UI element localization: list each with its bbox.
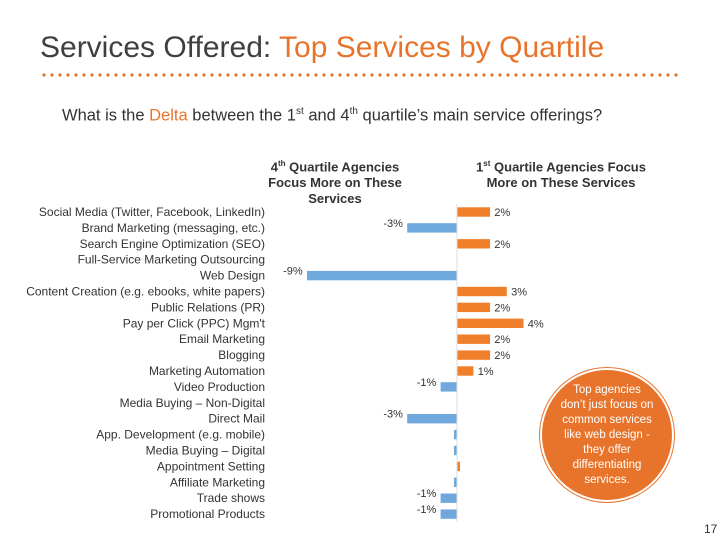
bar	[453, 445, 458, 456]
category-label: Promotional Products	[150, 507, 265, 521]
title-part-2: Top Services by Quartile	[279, 31, 605, 64]
data-label: 3%	[511, 287, 527, 299]
data-label: -1%	[417, 377, 437, 389]
right-header-num: 1	[476, 159, 484, 175]
bar	[456, 333, 491, 345]
right-header-text: Quartile Agencies Focus More on These Se…	[486, 159, 646, 191]
bar	[456, 349, 491, 361]
bar	[406, 413, 458, 425]
bar	[456, 365, 475, 377]
category-label: Video Production	[174, 380, 265, 394]
bar	[456, 317, 525, 329]
left-column-header: 4th Quartile Agencies Focus More on Thes…	[250, 156, 420, 207]
bar	[439, 381, 458, 393]
bar	[306, 270, 458, 281]
category-label: Pay per Click (PPC) Mgm't	[123, 316, 266, 330]
bar	[456, 461, 461, 472]
data-label: -1%	[417, 488, 437, 500]
category-label: Direct Mail	[208, 412, 265, 426]
title-part-1: Services Offered:	[40, 31, 272, 64]
left-header-text: Quartile Agencies Focus More on These Se…	[268, 159, 402, 207]
bar	[406, 222, 458, 234]
category-label: Media Buying – Non-Digital	[120, 396, 265, 410]
category-label: Media Buying – Digital	[146, 444, 265, 458]
category-label: Brand Marketing (messaging, etc.)	[82, 221, 265, 235]
data-label: 2%	[494, 334, 510, 346]
question-highlight: Delta	[149, 106, 188, 125]
data-label: 2%	[494, 302, 510, 314]
data-label: 1%	[478, 366, 494, 378]
dotted-divider	[40, 72, 680, 78]
question-sup1: st	[295, 106, 304, 117]
question-sup2: th	[349, 106, 358, 117]
bar	[456, 206, 491, 218]
data-label: -3%	[383, 218, 403, 230]
page-number: 17	[704, 522, 718, 536]
page-title: Services Offered: Top Services by Quarti…	[40, 30, 604, 66]
category-label: Social Media (Twitter, Facebook, LinkedI…	[39, 205, 265, 219]
category-label: Search Engine Optimization (SEO)	[80, 237, 265, 251]
right-column-header: 1st Quartile Agencies Focus More on Thes…	[466, 156, 656, 191]
category-label: Blogging	[218, 348, 265, 362]
question-after: quartile’s main service offerings?	[362, 106, 603, 125]
category-label: Web Design	[200, 269, 265, 283]
callout-circle: Top agencies don’t just focus on common …	[540, 368, 674, 502]
bar	[456, 238, 491, 250]
left-header-num: 4	[270, 159, 278, 175]
category-label: Marketing Automation	[149, 364, 265, 378]
data-label: -1%	[417, 504, 437, 516]
bar	[439, 492, 458, 504]
data-label: 2%	[494, 207, 510, 219]
bar	[456, 286, 508, 297]
category-label: App. Development (e.g. mobile)	[96, 428, 265, 442]
question-text: What is the Delta between the 1st and 4t…	[62, 106, 602, 126]
left-header-sup: th	[277, 159, 286, 168]
category-label: Email Marketing	[179, 332, 265, 346]
bar	[453, 476, 458, 488]
bar	[456, 302, 491, 313]
bar	[439, 508, 458, 520]
category-label: Trade shows	[197, 491, 265, 505]
question-and: and 4	[308, 106, 350, 125]
category-label: Content Creation (e.g. ebooks, white pap…	[26, 285, 265, 299]
question-before: What is the	[62, 106, 145, 125]
data-label: -3%	[383, 409, 403, 421]
category-label: Full-Service Marketing Outsourcing	[78, 253, 265, 267]
bar	[453, 429, 458, 440]
category-label: Appointment Setting	[157, 459, 265, 473]
right-header-sup: st	[483, 159, 491, 168]
callout-text: Top agencies don’t just focus on common …	[560, 383, 654, 486]
question-between: between the 1	[192, 106, 296, 125]
category-label: Public Relations (PR)	[151, 300, 265, 314]
data-label: -9%	[283, 266, 303, 278]
category-label: Affiliate Marketing	[170, 475, 265, 489]
data-label: 2%	[494, 239, 510, 251]
data-label: 2%	[494, 350, 510, 362]
data-label: 4%	[528, 318, 544, 330]
